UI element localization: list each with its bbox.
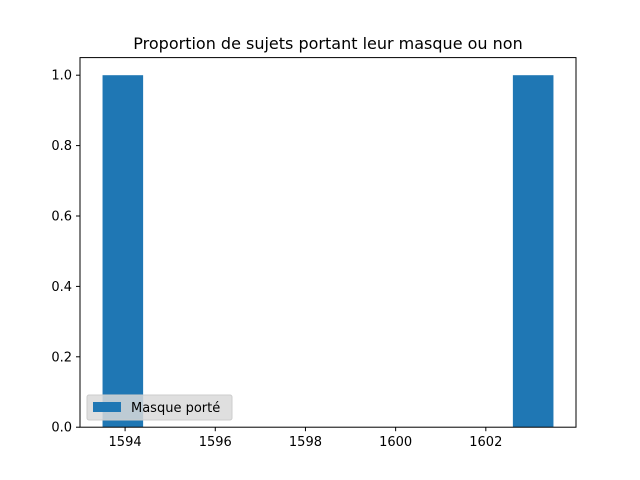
- y-tick-label: 0.8: [51, 139, 72, 154]
- x-tick-label: 1594: [109, 435, 142, 450]
- x-axis: 1594 1596 1598 1600 1602: [109, 427, 502, 450]
- legend-box: [86, 394, 233, 421]
- y-tick-label: 0.2: [51, 350, 72, 365]
- x-tick-label: 1596: [199, 435, 232, 450]
- legend-label: Masque porté: [131, 401, 220, 416]
- y-tick-label: 0.6: [51, 210, 72, 225]
- x-tick-label: 1598: [289, 435, 322, 450]
- x-tick-label: 1602: [469, 435, 502, 450]
- bar-2: [512, 75, 554, 428]
- y-tick-label: 0.0: [51, 421, 72, 436]
- bars-group: [102, 75, 554, 428]
- y-axis: 0.0 0.2 0.4 0.6 0.8 1.0: [51, 69, 80, 436]
- y-tick-label: 0.4: [51, 280, 72, 295]
- legend: Masque porté: [86, 394, 233, 421]
- x-tick-label: 1600: [379, 435, 412, 450]
- plot-frame: [79, 57, 577, 428]
- legend-swatch: [93, 402, 121, 412]
- bar-1: [102, 75, 144, 428]
- y-tick-label: 1.0: [51, 69, 72, 84]
- chart-title: Proportion de sujets portant leur masque…: [133, 34, 522, 53]
